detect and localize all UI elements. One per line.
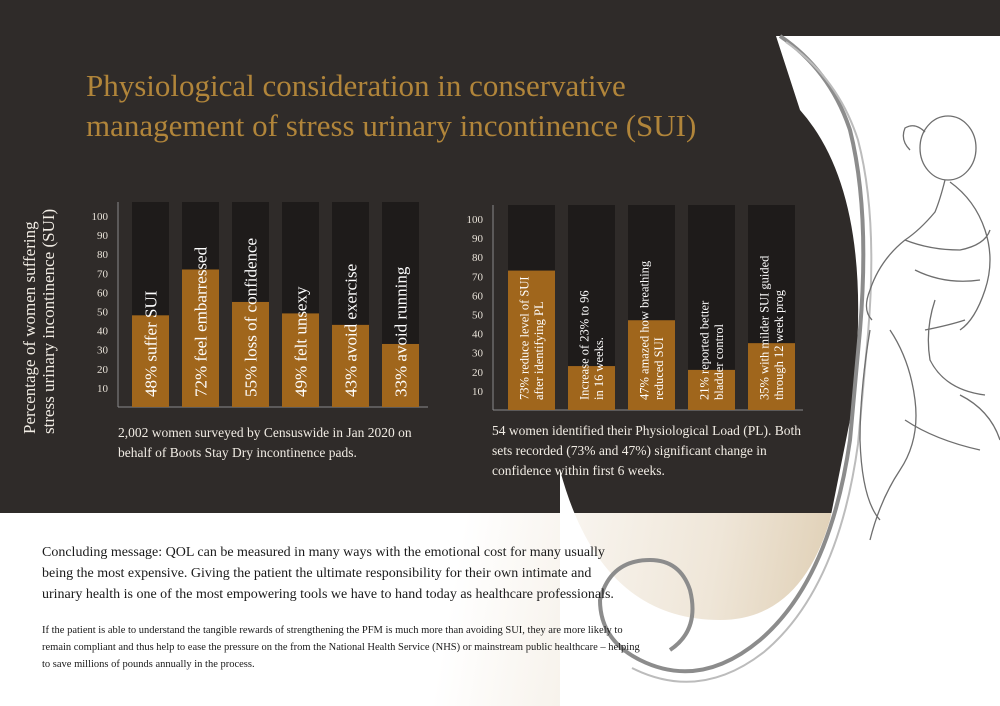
chart-2-y-tick-label: 60 <box>472 290 484 302</box>
page-title: Physiological consideration in conservat… <box>86 68 697 143</box>
chart-2-y-tick-label: 70 <box>472 271 484 283</box>
chart-1-y-tick-label: 100 <box>92 211 109 223</box>
chart-2-y-tick-label: 30 <box>472 348 484 360</box>
chart-1-y-tick-label: 60 <box>97 287 109 299</box>
chart-1-bar-label: 43% avoid exercise <box>341 264 360 397</box>
chart-1-bar-label: 48% suffer SUI <box>141 290 160 397</box>
chart-2-bar-label: 35% with milder SUI guidedthrough 12 wee… <box>758 255 786 400</box>
chart-1-bar-label: 72% feel embarressed <box>191 246 210 397</box>
chart-1-bar <box>232 301 269 407</box>
chart-right-caption: 54 women identified their Physiological … <box>492 423 801 478</box>
chart-2-bar-label: 73% reduce level of SUIafter identifying… <box>518 276 546 400</box>
chart-2-y-tick-label: 90 <box>472 233 484 245</box>
chart-1-bar <box>332 324 369 407</box>
chart-1-y-tick-label: 30 <box>97 345 109 357</box>
concluding-message: Concluding message: QOL can be measured … <box>42 545 614 602</box>
chart-2-bar-label: Increase of 23% to 96in 16 weeks. <box>578 290 606 400</box>
chart-2-y-tick-label: 40 <box>472 329 484 341</box>
chart-1-y-tick-label: 90 <box>97 230 109 242</box>
chart-2-y-tick-label: 100 <box>467 214 484 226</box>
chart-1-bar <box>182 269 219 407</box>
chart-2-bar <box>628 320 675 410</box>
chart-2-bar <box>688 369 735 410</box>
chart-2-y-tick-label: 50 <box>472 310 484 322</box>
chart-1-bar-label: 55% loss of confidence <box>241 238 260 397</box>
chart-2-bar <box>508 270 555 410</box>
chart-1-bar <box>382 343 419 407</box>
chart-left-caption: 2,002 women surveyed by Censuswide in Ja… <box>118 425 412 460</box>
chart-2-bar-label: 47% amazed how breathingreduced SUI <box>638 260 666 400</box>
chart-2-y-tick-label: 20 <box>472 367 484 379</box>
chart-2-y-tick-label: 10 <box>472 386 484 398</box>
chart-1-bar <box>282 313 319 407</box>
chart-1-y-tick-label: 50 <box>97 307 109 319</box>
chart-1-y-tick-label: 80 <box>97 249 109 261</box>
footnote-paragraph: If the patient is able to understand the… <box>42 625 640 670</box>
chart-1-bar-label: 33% avoid running <box>391 266 410 397</box>
chart-1-y-tick-label: 10 <box>97 383 109 395</box>
chart-1-y-tick-label: 40 <box>97 326 109 338</box>
chart-1-bar-label: 49% felt unsexy <box>291 286 310 397</box>
chart-1-bar <box>132 315 169 407</box>
chart-2-bar <box>568 366 615 410</box>
chart-2-bar <box>748 343 795 410</box>
chart-2-bar-label: 21% reported betterbladder control <box>698 300 726 400</box>
chart-2-y-tick-label: 80 <box>472 252 484 264</box>
chart-1-y-tick-label: 20 <box>97 364 109 376</box>
chart-1-y-tick-label: 70 <box>97 268 109 280</box>
